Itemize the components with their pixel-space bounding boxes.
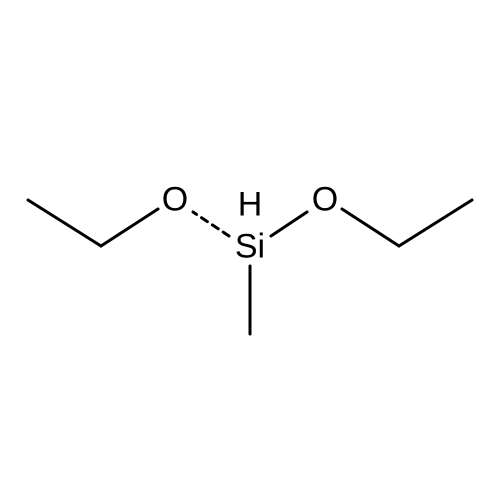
structure-canvas: SiH O O (0, 0, 500, 500)
bond (399, 200, 472, 246)
bond (342, 209, 399, 246)
atom-label-si: Si (235, 228, 265, 267)
atom-label-o_right: O (312, 181, 338, 220)
bond (101, 209, 158, 246)
bond (271, 212, 307, 236)
atom-label-h: H (238, 186, 263, 225)
bond (28, 200, 101, 246)
bond (193, 212, 229, 236)
atom-label-o_left: O (162, 181, 188, 220)
